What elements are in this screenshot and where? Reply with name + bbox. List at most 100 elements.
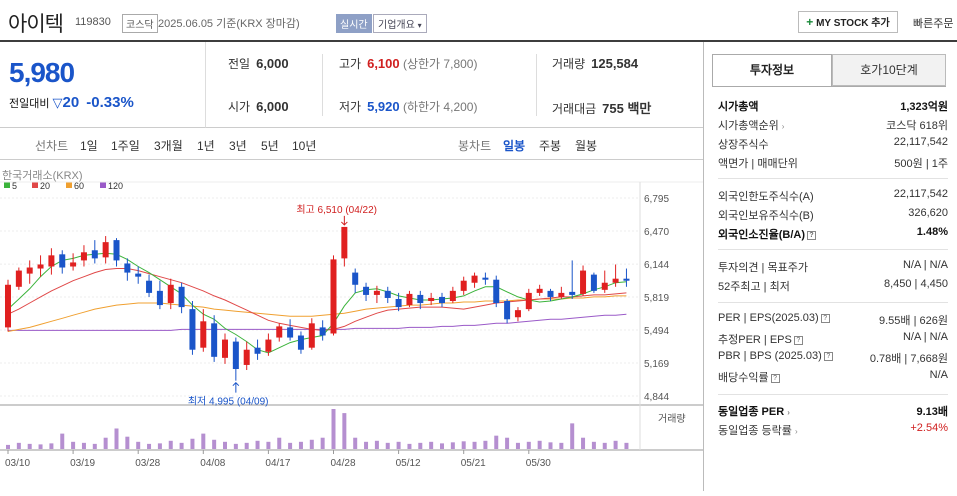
- upper-limit: (상한가 7,800): [402, 57, 478, 71]
- volume-bar: [440, 443, 444, 449]
- my-stock-add-button[interactable]: + MY STOCK 추가: [798, 11, 898, 33]
- candle-body: [243, 349, 250, 365]
- legend-swatch-5: [4, 182, 10, 188]
- volume-bar: [342, 413, 347, 449]
- help-icon[interactable]: ?: [807, 231, 816, 240]
- volume-bar: [624, 442, 629, 449]
- ma120-line: [8, 313, 627, 331]
- tab-daily[interactable]: 일봉: [503, 139, 526, 153]
- company-overview-dropdown[interactable]: 기업개요 ▾: [373, 14, 427, 33]
- y-tick-label: 5,494: [644, 326, 669, 337]
- candle-body: [590, 274, 597, 291]
- lower-limit: (하한가 4,200): [402, 100, 478, 114]
- volume-bar: [6, 444, 10, 449]
- tab-3month[interactable]: 3개월: [154, 139, 183, 153]
- help-icon[interactable]: ?: [820, 314, 830, 323]
- candle-body: [493, 279, 500, 304]
- y-tick-label: 5,819: [644, 293, 669, 304]
- est-eps-label: EPS: [769, 334, 792, 346]
- x-tick-label: 05/30: [526, 458, 551, 469]
- tab-5year[interactable]: 5년: [261, 139, 279, 153]
- candle-body: [417, 294, 424, 304]
- volume-bar: [581, 437, 586, 449]
- invest-info-panel: 투자정보 호가10단계 시가총액 1,323억원 시가총액순위 › 코스닥 618위…: [703, 42, 957, 491]
- price-chart: 한국거래소(KRX) 5 20 60 120 6,795 6,470 6,144 5,819…: [0, 160, 703, 491]
- divider: [718, 302, 948, 303]
- par-row: 액면가 | 매매단위 500원 | 1주: [718, 158, 948, 170]
- tab-hoga-10[interactable]: 호가10단계: [832, 54, 946, 86]
- 52week-high-label: 52주최고: [718, 281, 761, 293]
- tab-weekly[interactable]: 주봉: [539, 139, 562, 153]
- candle-body: [124, 263, 131, 273]
- volume-bar: [570, 423, 575, 449]
- divider: [718, 178, 948, 179]
- foreign-limit-value: 22,117,542: [893, 188, 948, 200]
- tab-10year[interactable]: 10년: [292, 139, 317, 153]
- help-icon[interactable]: ?: [793, 336, 803, 345]
- volume-bar: [190, 438, 195, 449]
- candle-body: [547, 290, 554, 297]
- dividend-row: 배당수익률? N/A: [718, 369, 948, 387]
- y-tick-label: 6,470: [644, 227, 669, 238]
- candle-body: [189, 309, 196, 350]
- volume-bar: [179, 442, 184, 449]
- x-axis-labels: 03/10 03/19 03/28 04/08 04/17 04/28 05/12 05/21…: [5, 450, 551, 469]
- volume-bar: [537, 440, 542, 449]
- candle-body: [525, 292, 532, 310]
- shares-value: 22,117,542: [893, 136, 948, 148]
- realtime-button[interactable]: 실시간: [336, 14, 372, 33]
- high-price: 고가 6,100 (상한가 7,800): [339, 55, 477, 72]
- price-change: 전일대비 ▽20 -0.33%: [9, 94, 134, 111]
- volume-bar: [244, 442, 249, 449]
- volume-bar: [461, 441, 466, 449]
- candle-body: [373, 290, 380, 295]
- volume-bar: [353, 437, 358, 449]
- down-arrow-icon: [340, 215, 348, 226]
- candle-body: [265, 339, 272, 352]
- help-icon[interactable]: ?: [770, 374, 780, 383]
- candle-body: [211, 323, 218, 357]
- industry-per-label: 동일업종 PER: [718, 406, 785, 418]
- tab-1year[interactable]: 1년: [197, 139, 215, 153]
- x-tick-label: 05/12: [396, 458, 421, 469]
- volume-bar: [81, 442, 86, 449]
- candle-body: [384, 290, 391, 298]
- par-label: 액면가: [718, 158, 749, 170]
- high-annotation-text: 최고 6,510 (04/22): [296, 204, 377, 216]
- my-stock-label: MY STOCK 추가: [816, 18, 890, 29]
- candle-body: [612, 278, 619, 283]
- candle-body: [601, 282, 608, 290]
- industry-rate-value: +2.54%: [910, 422, 948, 434]
- est-eps-value: N/A: [929, 331, 948, 343]
- tab-1day[interactable]: 1일: [80, 139, 98, 153]
- quick-order-link[interactable]: 빠른주문: [913, 18, 954, 30]
- candle-body: [91, 250, 98, 259]
- volume-bar: [505, 437, 510, 449]
- volume-bar: [201, 433, 206, 449]
- volume-bar: [494, 435, 499, 449]
- volume-bar: [266, 441, 271, 449]
- volume-bar: [331, 409, 336, 449]
- help-icon[interactable]: ?: [823, 352, 833, 361]
- tab-monthly[interactable]: 월봉: [575, 139, 598, 153]
- 52week-row: 52주최고 | 최저 8,450 | 4,450: [718, 278, 948, 293]
- low-annotation: 최저 4,995 (04/09): [188, 381, 269, 408]
- 52week-low-label: 최저: [769, 281, 790, 293]
- y-tick-label: 6,144: [644, 260, 669, 271]
- ma5-line: [7, 252, 627, 354]
- volume-bar: [396, 441, 401, 449]
- candle-body: [536, 288, 543, 293]
- change-value: 20: [62, 94, 80, 111]
- tab-3year[interactable]: 3년: [229, 139, 247, 153]
- shares-row: 상장주식수 22,117,542: [718, 136, 948, 154]
- candle-body: [352, 272, 359, 285]
- change-label: 전일대비: [9, 98, 50, 110]
- tab-invest-info[interactable]: 투자정보: [712, 54, 832, 86]
- volume-bar: [320, 437, 325, 449]
- tab-1week[interactable]: 1주일: [111, 139, 140, 153]
- candle-body: [569, 291, 576, 295]
- volume-bar: [407, 443, 412, 449]
- candle-body: [514, 310, 521, 318]
- shares-label: 상장주식수: [718, 139, 769, 151]
- per-label: PER: [718, 312, 741, 324]
